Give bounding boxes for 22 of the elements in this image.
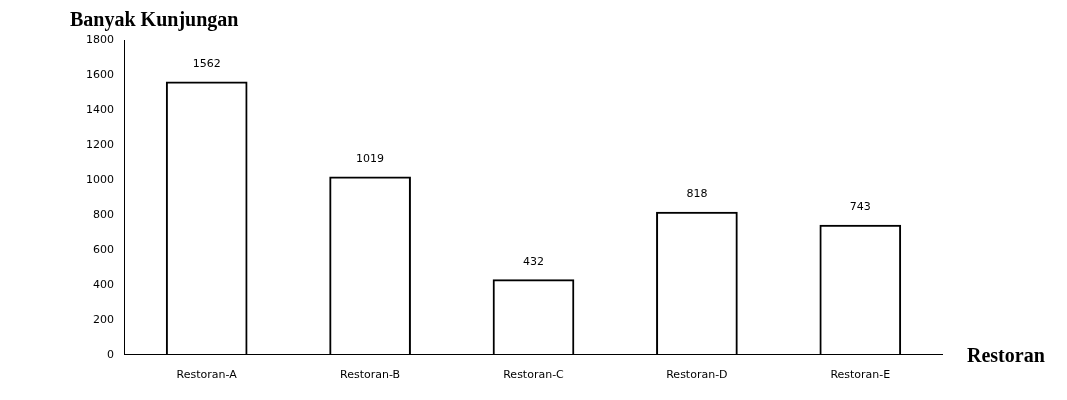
data-label: 1562 bbox=[192, 56, 221, 70]
x-tick-label: Restoran-A bbox=[176, 368, 238, 382]
y-tick-label: 1400 bbox=[85, 102, 114, 116]
data-label: 432 bbox=[523, 254, 544, 268]
y-tick-label: 800 bbox=[92, 207, 114, 221]
x-tick-label: Restoran-C bbox=[503, 368, 565, 382]
y-tick-label: 1200 bbox=[85, 137, 114, 151]
x-tick-label: Restoran-B bbox=[340, 368, 401, 382]
y-tick-label: 400 bbox=[92, 277, 114, 291]
y-tick-label: 200 bbox=[92, 312, 114, 326]
y-axis-title: Banyak Kunjungan bbox=[70, 8, 239, 31]
y-tick-label: 1600 bbox=[85, 67, 114, 81]
y-tick-label: 1000 bbox=[85, 172, 114, 186]
x-tick-label: Restoran-E bbox=[830, 368, 891, 382]
y-tick-label: 600 bbox=[92, 242, 114, 256]
data-label: 743 bbox=[849, 200, 871, 214]
x-axis-title: Restoran bbox=[967, 343, 1045, 366]
data-label: 1019 bbox=[356, 151, 385, 165]
y-tick-label: 0 bbox=[106, 347, 114, 361]
data-label: 818 bbox=[686, 187, 708, 201]
x-tick-label: Restoran-D bbox=[666, 368, 728, 382]
y-tick-label: 1800 bbox=[85, 32, 114, 46]
